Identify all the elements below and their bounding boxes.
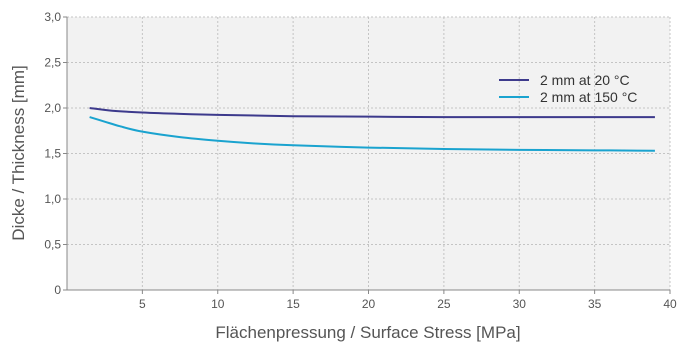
x-tick-label: 15	[286, 297, 300, 311]
y-tick-label: 2,0	[44, 101, 61, 115]
tick-labels: 5 10 15 20 25 30 35 40 0 0,5 1,0 1,5 2,0 2,5 3,0	[44, 10, 677, 311]
x-tick-label: 40	[663, 297, 677, 311]
y-tick-label: 3,0	[44, 10, 61, 24]
y-tick-label: 1,5	[44, 147, 61, 161]
series-line-1	[89, 107, 655, 119]
x-tick-label: 10	[211, 297, 225, 311]
legend-label-1: 2 mm at 20 °C	[540, 72, 630, 88]
x-axis-label: Flächenpressung / Surface Stress [MPa]	[215, 323, 520, 342]
y-tick-label: 0,5	[44, 238, 61, 252]
y-tick-label: 2,5	[44, 56, 61, 70]
x-tick-label: 20	[362, 297, 376, 311]
x-tick-label: 30	[513, 297, 527, 311]
x-tick-label: 5	[139, 297, 146, 311]
grid	[67, 16, 671, 290]
series-line-2	[89, 116, 655, 152]
x-tick-label: 25	[437, 297, 451, 311]
y-tick-label: 0	[54, 283, 61, 297]
axes	[63, 16, 671, 294]
y-axis-label: Dicke / Thickness [mm]	[9, 65, 28, 240]
legend-label-2: 2 mm at 150 °C	[540, 89, 637, 105]
x-tick-label: 35	[588, 297, 602, 311]
series-lines	[89, 107, 655, 152]
legend: 2 mm at 20 °C2 mm at 150 °C	[499, 72, 637, 105]
y-tick-label: 1,0	[44, 192, 61, 206]
